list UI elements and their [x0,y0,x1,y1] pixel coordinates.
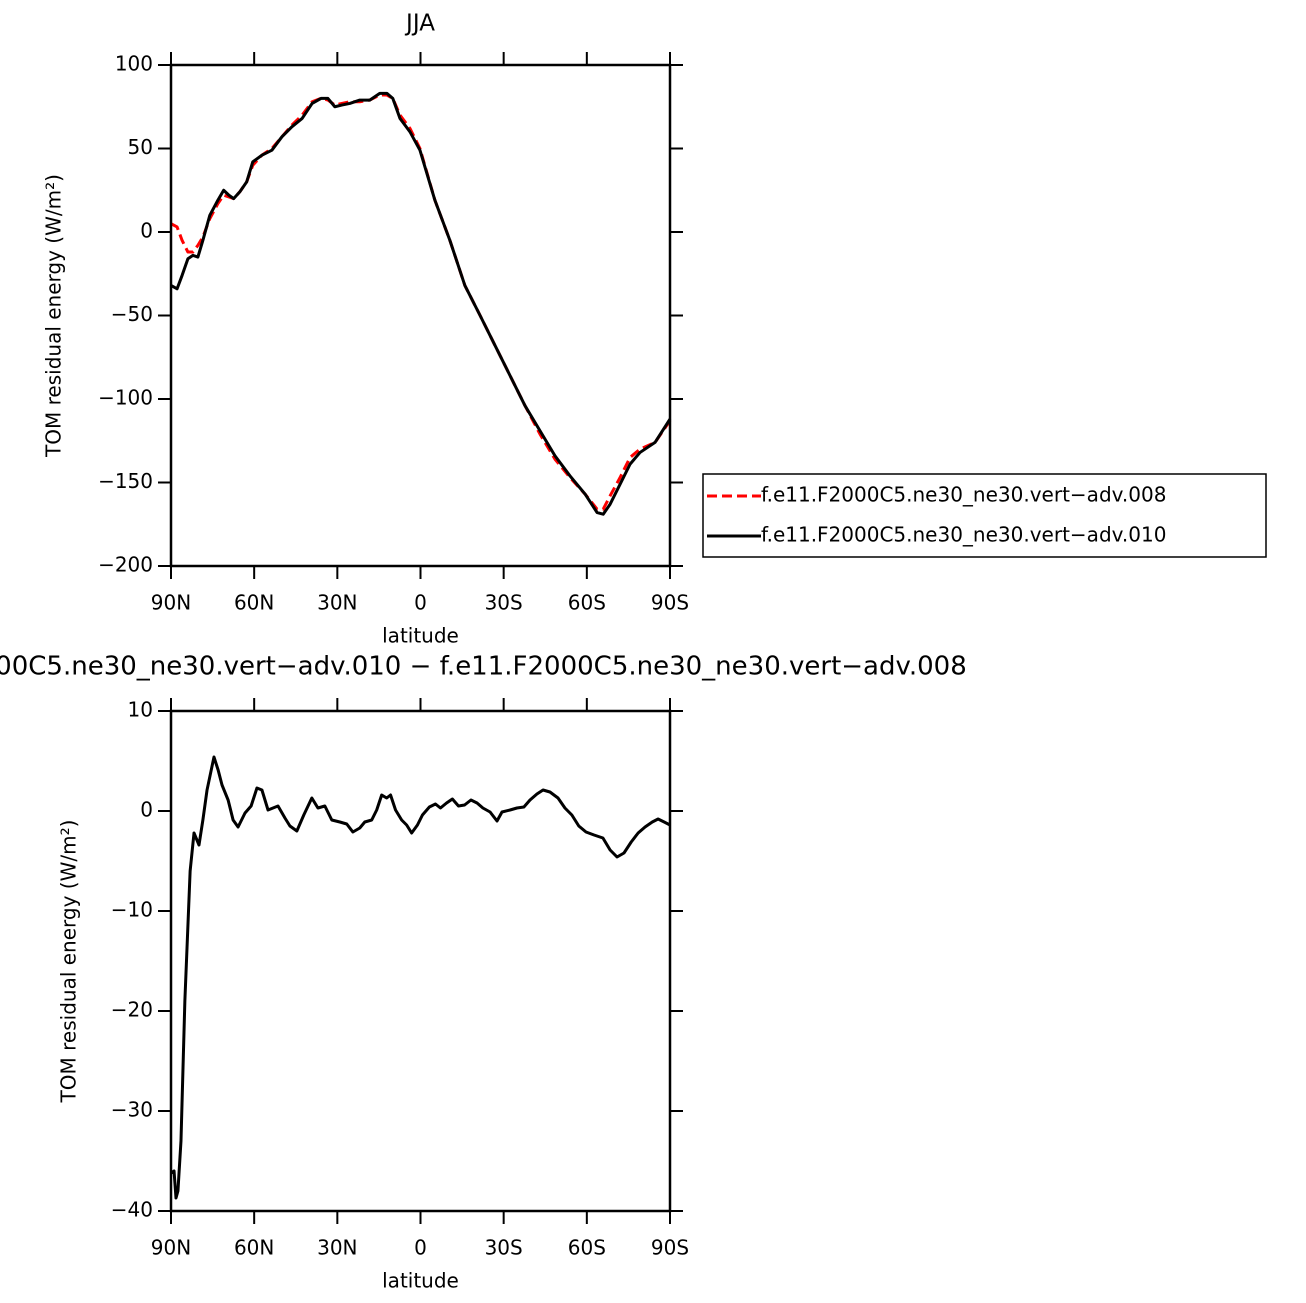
chart-title: JJA [404,11,435,37]
y-tick-label: 0 [140,219,153,243]
plot-frame [169,63,672,568]
y-tick-label: −10 [111,898,153,922]
plot-frame [169,709,672,1213]
x-tick-label: 30N [317,1236,357,1260]
data-line [170,91,672,516]
x-tick-label: 0 [414,1236,427,1260]
x-tick-label: 90S [651,1236,689,1260]
x-tick-label: 60S [568,1236,606,1260]
x-axis-label: latitude [382,624,459,648]
y-tick-label: 50 [128,135,153,159]
x-tick-label: 30S [485,591,523,615]
y-tick-label: −150 [98,469,153,493]
x-tick-label: 90N [151,591,191,615]
x-tick-label: 60N [234,1236,274,1260]
y-tick-label: −100 [98,386,153,410]
x-tick-label: 90N [151,1236,191,1260]
y-tick-label: −20 [111,998,153,1022]
x-axis-label: latitude [382,1269,459,1293]
y-tick-label: −40 [111,1198,153,1222]
y-tick-label: 0 [140,798,153,822]
legend-label: f.e11.F2000C5.ne30_ne30.vert−adv.008 [761,483,1166,507]
y-tick-label: 10 [128,698,153,722]
y-axis-label: TOM residual energy (W/m²) [42,174,66,458]
data-line [170,755,671,1200]
x-tick-label: 90S [651,591,689,615]
x-tick-label: 30N [317,591,357,615]
x-tick-label: 60N [234,591,274,615]
y-tick-label: −50 [111,302,153,326]
y-axis-label: TOM residual energy (W/m²) [57,820,81,1104]
x-tick-label: 0 [414,591,427,615]
x-tick-label: 30S [485,1236,523,1260]
y-tick-label: −30 [111,1098,153,1122]
legend-box [702,473,1267,558]
chart-title: f.e11.F2000C5.ne30_ne30.vert−adv.010 − f… [0,652,967,682]
y-tick-label: −200 [98,553,153,577]
x-tick-label: 60S [568,591,606,615]
legend-label: f.e11.F2000C5.ne30_ne30.vert−adv.010 [761,523,1166,547]
y-tick-label: 100 [115,52,153,76]
